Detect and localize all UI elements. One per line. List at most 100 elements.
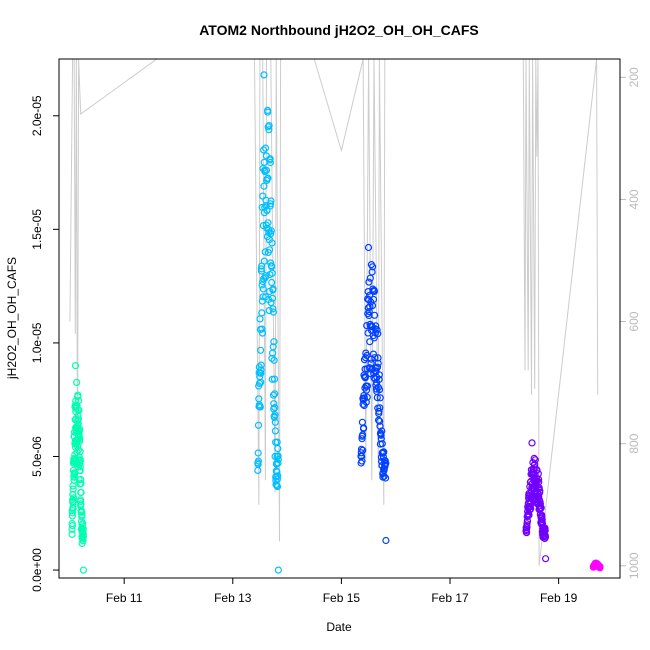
data-point (368, 366, 376, 374)
data-point (360, 394, 368, 402)
data-point (261, 167, 269, 175)
data-point (79, 566, 88, 574)
data-point (362, 398, 370, 406)
data-point (376, 417, 384, 425)
data-point (375, 386, 384, 394)
data-point (364, 243, 373, 252)
data-point (260, 71, 268, 79)
data-point (527, 505, 535, 513)
chart-title: ATOM2 Northbound jH2O2_OH_OH_CAFS (199, 22, 479, 38)
data-point (271, 411, 279, 419)
data-point (268, 239, 276, 247)
data-point (534, 475, 543, 483)
data-point (77, 475, 85, 484)
data-point (268, 269, 276, 277)
data-point (357, 445, 366, 453)
data-point (523, 524, 531, 532)
data-point (73, 378, 81, 386)
x-tick-label: Feb 13 (214, 591, 252, 605)
data-point (264, 219, 272, 227)
y2-tick-label: 800 (627, 433, 641, 453)
data-point (363, 382, 371, 390)
data-point (535, 484, 543, 492)
data-point (373, 326, 381, 334)
y2-tick-label: 600 (627, 311, 641, 331)
data-point (271, 390, 279, 398)
data-point (375, 371, 383, 379)
data-point (536, 500, 545, 508)
data-point (71, 470, 79, 478)
data-point (274, 566, 282, 574)
data-point (382, 459, 390, 467)
data-point (379, 453, 387, 461)
data-point (358, 457, 366, 465)
data-point (541, 524, 549, 532)
data-point (266, 158, 274, 167)
data-point (257, 378, 265, 386)
data-point (522, 529, 531, 537)
data-point (274, 455, 282, 463)
data-point (274, 459, 282, 467)
data-point (265, 246, 274, 254)
data-point (266, 155, 274, 163)
data-point (69, 497, 77, 505)
data-point (261, 248, 269, 256)
data-point (374, 330, 382, 338)
y-tick-label: 2.0e-05 (30, 95, 44, 136)
data-point (596, 564, 604, 572)
data-point (76, 459, 84, 467)
data-point (258, 309, 266, 317)
series-flight-1 (68, 362, 88, 574)
data-point (270, 356, 278, 364)
y2-tick-label: 200 (627, 67, 641, 87)
data-point (71, 362, 80, 370)
series-flight-5 (589, 559, 604, 572)
data-point (374, 359, 382, 367)
data-point (75, 406, 83, 414)
data-point (259, 293, 267, 301)
data-point (366, 338, 374, 346)
data-point (255, 379, 264, 387)
data-point (541, 533, 550, 541)
data-point (79, 525, 87, 533)
data-point (77, 488, 85, 497)
data-point (367, 359, 375, 367)
data-point (267, 229, 275, 237)
data-point (267, 299, 275, 307)
data-point (372, 322, 380, 330)
data-point (269, 305, 277, 313)
data-point (260, 257, 268, 265)
series-flight-4 (522, 439, 550, 563)
data-point (377, 431, 385, 439)
x-tick-label: Feb 11 (106, 591, 143, 605)
y-tick-label: 1.0e-05 (30, 322, 44, 363)
x-tick-label: Feb 19 (540, 591, 578, 605)
data-point (370, 287, 378, 295)
y-tick-label: 1.5e-05 (30, 209, 44, 250)
data-point (274, 444, 282, 453)
data-point (271, 404, 279, 412)
data-point (371, 354, 379, 362)
data-point (78, 511, 86, 519)
data-point (523, 520, 531, 528)
data-point (79, 519, 87, 528)
data-point (254, 457, 262, 465)
data-point (262, 202, 270, 210)
data-point (268, 278, 276, 287)
data-point (366, 274, 374, 282)
data-point (264, 123, 272, 131)
data-point (541, 555, 550, 563)
data-point (254, 449, 262, 457)
data-point (264, 108, 272, 116)
data-point (361, 373, 369, 381)
plot-frame (58, 58, 621, 579)
data-point (254, 460, 262, 468)
data-point (538, 512, 546, 521)
data-point (538, 516, 546, 524)
data-point (270, 400, 278, 408)
data-point (75, 397, 83, 405)
data-point (258, 329, 267, 337)
data-point (362, 386, 371, 394)
data-point (265, 121, 273, 130)
